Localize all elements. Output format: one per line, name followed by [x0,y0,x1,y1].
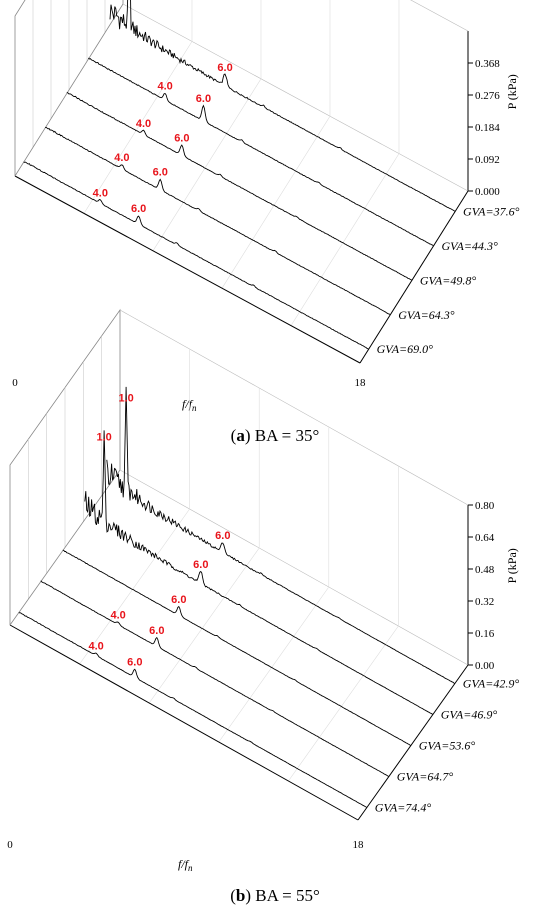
series-name-label: GVA=44.3° [441,239,498,253]
grid [9,308,469,821]
peak-label: 4.0 [157,81,172,93]
peak-label: 6.0 [193,559,208,571]
series-name-label: GVA=46.9° [441,708,498,722]
series-line [109,0,456,212]
x-axis-label: f/fn [178,857,193,873]
y-axis: 0.000 0.092 0.184 0.276 0.368 P (kPa) [467,31,519,198]
peak-label: 6.0 [153,167,168,179]
peak-label: 4.0 [114,152,129,164]
series-name-label: GVA=69.0° [377,342,434,356]
series-name-label: GVA=49.8° [420,273,477,287]
peak-label: 6.0 [127,657,142,669]
y-axis-label: P (kPa) [505,548,519,583]
x-tick-label: 18 [355,377,367,389]
y-tick-label: 0.000 [475,186,500,198]
subtitle-a: (a) BA = 35° [230,426,320,445]
series-line [84,430,434,715]
series-line [40,580,389,777]
y-tick-label: 0.184 [475,122,500,134]
series-line [106,386,456,684]
series-1: 1.0 6.0 GVA=42.9° [106,386,520,691]
peak-label: 4.0 [136,118,151,130]
series-4: 4.0 6.0 GVA=64.3° [45,126,455,322]
peak-label: 6.0 [174,132,189,144]
series-line [88,57,434,247]
peak-label: 1.0 [118,392,133,404]
series-name-label: GVA=42.9° [463,677,520,691]
series-3: 4.0 6.0 GVA=49.8° [66,92,477,287]
series-name-label: GVA=74.4° [375,801,432,815]
peak-label: 4.0 [88,641,103,653]
peak-label: 1.0 [96,431,111,443]
series-line [45,126,391,315]
series-line [18,612,368,808]
y-tick-label: 0.368 [475,58,500,70]
series-2: 1.0 6.0 GVA=46.9° [84,430,498,722]
y-tick-label: 0.64 [475,532,495,544]
y-tick-label: 0.276 [475,90,500,102]
peak-label: 6.0 [217,62,232,74]
series-5: 4.0 6.0 GVA=69.0° [23,161,434,356]
peak-label: 4.0 [110,610,125,622]
x-tick-label: 0 [7,839,13,851]
series-line [23,161,369,350]
y-tick-label: 0.32 [475,596,494,608]
y-tick-label: 0.092 [475,154,500,166]
series-5: 4.0 6.0 GVA=74.4° [18,612,432,815]
y-tick-label: 0.48 [475,564,495,576]
peak-label: 6.0 [215,530,230,542]
y-tick-label: 0.80 [475,500,495,512]
series-name-label: GVA=64.3° [398,308,455,322]
series-4: 4.0 6.0 GVA=64.7° [40,580,454,784]
y-axis-label: P (kPa) [505,74,519,109]
series-name-label: GVA=64.7° [397,770,454,784]
series-3: 6.0 GVA=53.6° [62,549,476,753]
series-name-label: GVA=37.6° [463,205,520,219]
peak-label: 6.0 [196,93,211,105]
peak-label: 6.0 [149,625,164,637]
x-tick-label: 18 [353,839,365,851]
series-line [66,92,412,281]
y-axis: 0.00 0.16 0.32 0.48 0.64 0.80 P (kPa) [467,500,519,672]
series-name-label: GVA=53.6° [419,739,476,753]
subtitle-b: (b) BA = 55° [230,886,320,905]
x-tick-label: 0 [12,377,18,389]
chart-panel-b: 0.00 0.16 0.32 0.48 0.64 0.80 P (kPa) 0 18 f/fn 1.… [7,308,520,873]
peak-label: 4.0 [93,187,108,199]
y-tick-label: 0.00 [475,660,495,672]
series-line [62,549,411,746]
series-2: 4.0 6.0 GVA=44.3° [88,57,498,253]
grid [14,0,469,364]
peak-label: 6.0 [171,594,186,606]
y-tick-label: 0.16 [475,628,495,640]
peak-label: 6.0 [131,203,146,215]
